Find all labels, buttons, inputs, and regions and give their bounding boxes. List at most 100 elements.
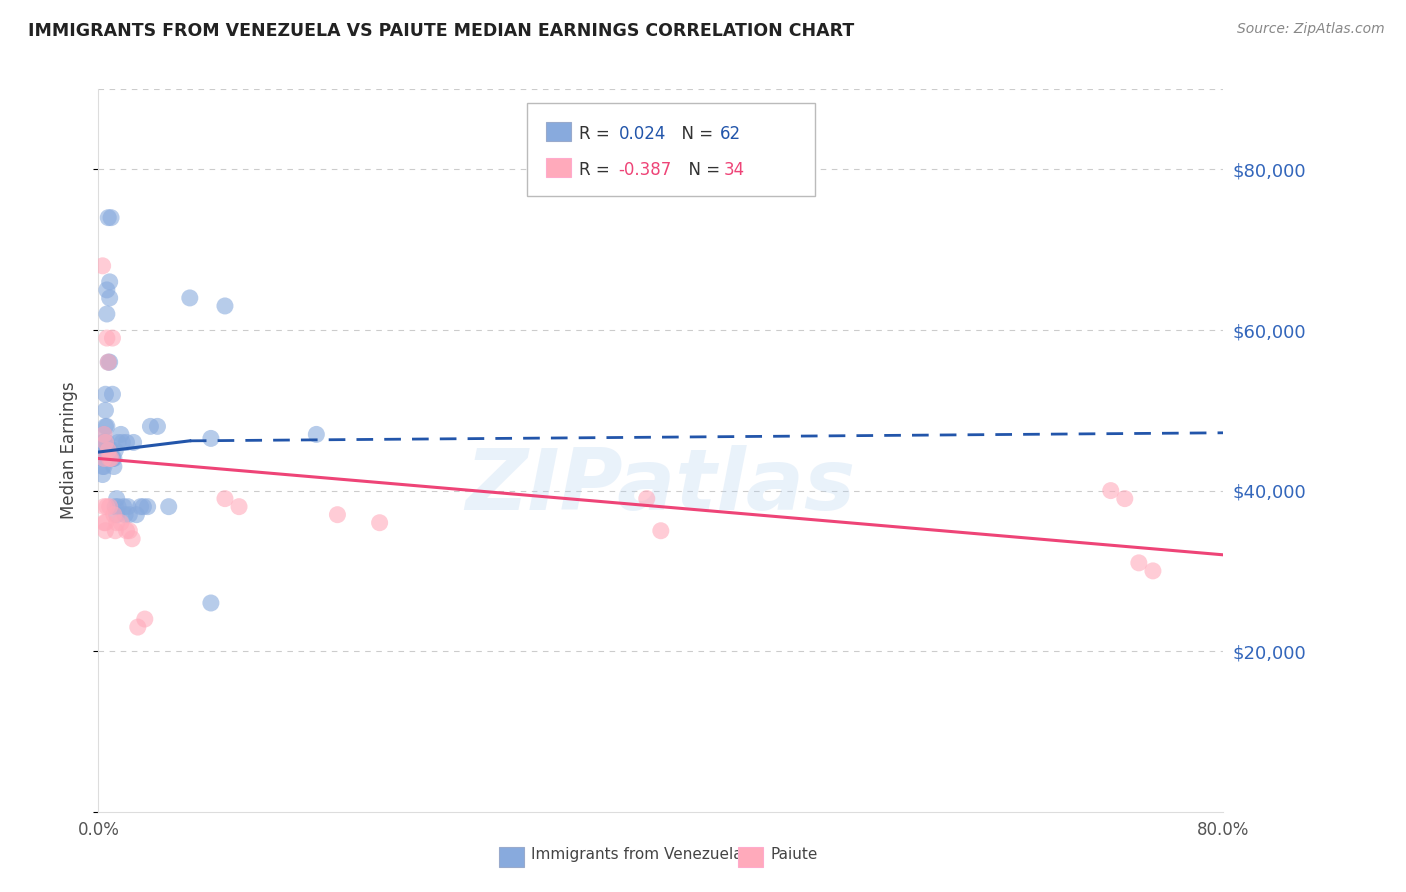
Point xyxy=(115,435,138,450)
Point xyxy=(96,283,118,297)
Point xyxy=(650,524,672,538)
Point xyxy=(103,508,125,522)
Point xyxy=(93,427,115,442)
Point xyxy=(93,516,115,530)
Point xyxy=(94,435,117,450)
Point xyxy=(96,419,118,434)
Point xyxy=(101,387,124,401)
Point xyxy=(636,491,658,506)
Point xyxy=(139,419,162,434)
Point xyxy=(91,443,114,458)
Point xyxy=(112,500,135,514)
Point xyxy=(129,500,152,514)
Point xyxy=(114,508,136,522)
Point xyxy=(200,596,222,610)
Point xyxy=(97,443,120,458)
Point xyxy=(107,500,129,514)
Point xyxy=(157,500,180,514)
Point xyxy=(214,491,236,506)
Point xyxy=(93,451,115,466)
Point xyxy=(91,259,114,273)
Y-axis label: Median Earnings: Median Earnings xyxy=(59,382,77,519)
Point xyxy=(122,435,145,450)
Point xyxy=(118,508,141,522)
Point xyxy=(101,451,124,466)
Point xyxy=(98,355,121,369)
Point xyxy=(97,211,120,225)
Point xyxy=(101,451,124,466)
Text: 0.024: 0.024 xyxy=(619,125,666,143)
Text: -0.387: -0.387 xyxy=(619,161,672,178)
Text: Immigrants from Venezuela: Immigrants from Venezuela xyxy=(531,847,744,863)
Point xyxy=(305,427,328,442)
Point xyxy=(98,451,121,466)
Point xyxy=(94,403,117,417)
Point xyxy=(117,500,139,514)
Text: N =: N = xyxy=(678,161,725,178)
Point xyxy=(98,275,121,289)
Point xyxy=(94,387,117,401)
Point xyxy=(105,516,128,530)
Point xyxy=(97,355,120,369)
Point xyxy=(104,500,127,514)
Point xyxy=(136,500,159,514)
Point xyxy=(110,516,132,530)
Point xyxy=(97,355,120,369)
Text: N =: N = xyxy=(671,125,718,143)
Text: R =: R = xyxy=(579,125,616,143)
Point xyxy=(98,291,121,305)
Point xyxy=(103,459,125,474)
Point xyxy=(1142,564,1164,578)
Point xyxy=(94,419,117,434)
Point xyxy=(91,451,114,466)
Point xyxy=(1099,483,1122,498)
Text: Source: ZipAtlas.com: Source: ZipAtlas.com xyxy=(1237,22,1385,37)
Point xyxy=(91,467,114,482)
Point xyxy=(200,431,222,445)
Point xyxy=(228,500,250,514)
Point xyxy=(146,419,169,434)
Point xyxy=(96,500,118,514)
Point xyxy=(94,516,117,530)
Point xyxy=(93,500,115,514)
Point xyxy=(93,435,115,450)
Point xyxy=(93,443,115,458)
Point xyxy=(134,612,156,626)
Point xyxy=(94,524,117,538)
Point xyxy=(107,435,129,450)
Point xyxy=(93,459,115,474)
Point xyxy=(125,508,148,522)
Point xyxy=(121,532,143,546)
Text: Paiute: Paiute xyxy=(770,847,818,863)
Point xyxy=(100,211,122,225)
Point xyxy=(105,491,128,506)
Point xyxy=(94,435,117,450)
Point xyxy=(96,331,118,345)
Point xyxy=(368,516,391,530)
Point xyxy=(96,443,118,458)
Text: R =: R = xyxy=(579,161,616,178)
Point xyxy=(118,524,141,538)
Text: 62: 62 xyxy=(720,125,741,143)
Point xyxy=(103,451,125,466)
Point xyxy=(91,459,114,474)
Point xyxy=(111,435,134,450)
Point xyxy=(1128,556,1150,570)
Point xyxy=(105,508,128,522)
Point xyxy=(93,427,115,442)
Point xyxy=(96,307,118,321)
Point xyxy=(115,524,138,538)
Point xyxy=(91,435,114,450)
Point xyxy=(132,500,155,514)
Point xyxy=(100,443,122,458)
Point xyxy=(110,427,132,442)
Point xyxy=(98,500,121,514)
Point xyxy=(1114,491,1136,506)
Point xyxy=(104,443,127,458)
Point xyxy=(101,331,124,345)
Point xyxy=(104,524,127,538)
Text: IMMIGRANTS FROM VENEZUELA VS PAIUTE MEDIAN EARNINGS CORRELATION CHART: IMMIGRANTS FROM VENEZUELA VS PAIUTE MEDI… xyxy=(28,22,855,40)
Point xyxy=(179,291,201,305)
Point xyxy=(96,435,118,450)
Point xyxy=(127,620,149,634)
